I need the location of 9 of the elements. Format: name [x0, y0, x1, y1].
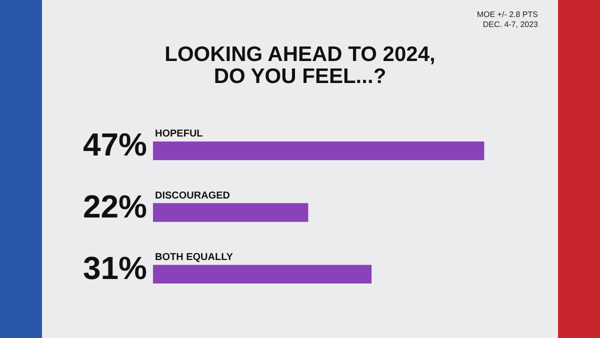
data-label: 47% — [82, 126, 147, 163]
y-tick-label: BOTH EQUALLY — [155, 252, 234, 263]
text: MOE +/- 2.8 PTS — [476, 10, 538, 20]
y-tick-label: DISCOURAGED — [155, 190, 230, 202]
chart-title: LOOKING AHEAD TO 2024, DO YOU FEEL...? — [164, 43, 436, 88]
text: DEC. 4-7, 2023 — [482, 20, 538, 30]
y-tick-label: HOPEFUL — [155, 128, 203, 140]
data-label: 22% — [82, 188, 147, 224]
data-label: 31% — [82, 250, 147, 286]
